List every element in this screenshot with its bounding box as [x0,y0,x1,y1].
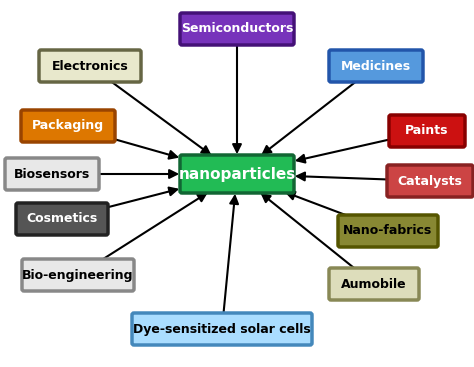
Text: Bio-engineering: Bio-engineering [22,269,134,281]
Text: Aumobile: Aumobile [341,277,407,291]
FancyBboxPatch shape [132,313,312,345]
FancyBboxPatch shape [180,13,294,45]
Text: Packaging: Packaging [32,120,104,132]
FancyBboxPatch shape [16,203,108,235]
FancyBboxPatch shape [180,155,294,193]
FancyBboxPatch shape [39,50,141,82]
Text: Dye-sensitized solar cells: Dye-sensitized solar cells [133,323,311,335]
Text: Biosensors: Biosensors [14,167,90,181]
Text: Cosmetics: Cosmetics [27,212,98,225]
FancyBboxPatch shape [21,110,115,142]
FancyBboxPatch shape [22,259,134,291]
Text: nanoparticles: nanoparticles [178,167,296,182]
Text: Medicines: Medicines [341,59,411,73]
Text: Nano-fabrics: Nano-fabrics [343,225,433,237]
Text: Semiconductors: Semiconductors [181,22,293,36]
Text: Paints: Paints [405,124,449,138]
FancyBboxPatch shape [389,115,465,147]
Text: Catalysts: Catalysts [398,174,463,188]
FancyBboxPatch shape [5,158,99,190]
FancyBboxPatch shape [338,215,438,247]
FancyBboxPatch shape [387,165,473,197]
FancyBboxPatch shape [329,50,423,82]
Text: Electronics: Electronics [52,59,128,73]
FancyBboxPatch shape [329,268,419,300]
